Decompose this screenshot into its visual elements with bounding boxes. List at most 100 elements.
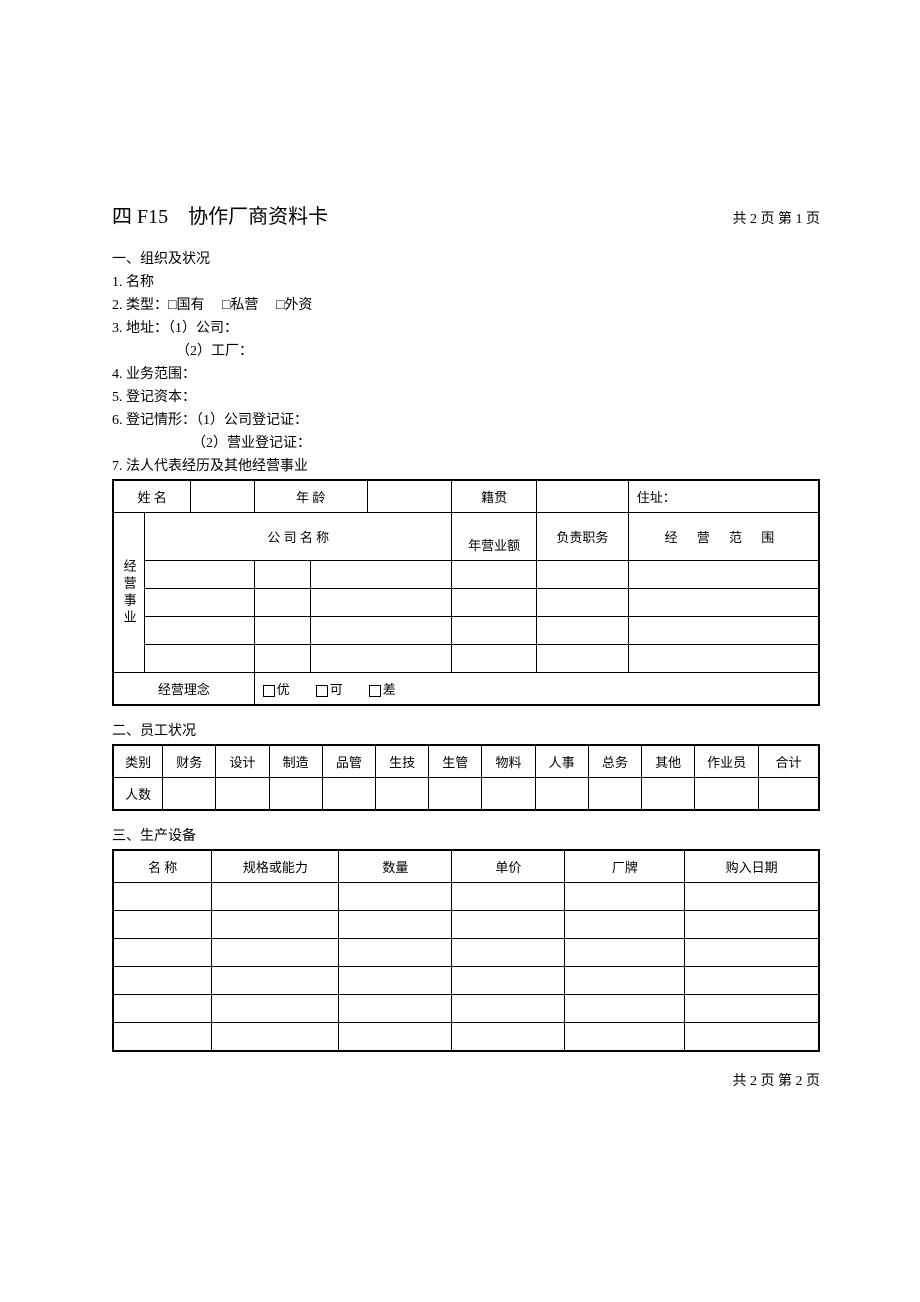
cell[interactable] [452, 939, 565, 967]
cell[interactable] [212, 911, 339, 939]
cell[interactable] [113, 939, 212, 967]
cell[interactable] [339, 967, 452, 995]
scope-header: 经 营 范 围 [628, 513, 819, 561]
table-row [113, 967, 819, 995]
cell[interactable] [565, 1023, 685, 1051]
count-label: 人数 [113, 778, 163, 811]
cell[interactable] [216, 778, 269, 811]
col-operator: 作业员 [695, 745, 759, 778]
cell[interactable] [452, 911, 565, 939]
cell[interactable] [375, 778, 428, 811]
cell[interactable] [452, 995, 565, 1023]
section3-heading: 三、生产设备 [112, 825, 820, 845]
cell[interactable] [212, 995, 339, 1023]
col-total: 合计 [759, 745, 819, 778]
cell[interactable] [145, 617, 254, 645]
cell[interactable] [163, 778, 216, 811]
cell[interactable] [254, 617, 310, 645]
cell[interactable] [537, 617, 629, 645]
cell[interactable] [339, 995, 452, 1023]
cell[interactable] [641, 778, 694, 811]
cell[interactable] [212, 967, 339, 995]
cell[interactable] [685, 883, 819, 911]
cell[interactable] [322, 778, 375, 811]
cell[interactable] [565, 995, 685, 1023]
eq-qty-header: 数量 [339, 850, 452, 883]
table-row: 名 称 规格或能力 数量 单价 厂牌 购入日期 [113, 850, 819, 883]
age-value[interactable] [367, 480, 452, 513]
checkbox-bad[interactable] [369, 685, 381, 697]
name-value[interactable] [191, 480, 255, 513]
cell[interactable] [685, 911, 819, 939]
cell[interactable] [113, 995, 212, 1023]
cell[interactable] [452, 589, 537, 617]
cell[interactable] [311, 561, 452, 589]
cell[interactable] [113, 1023, 212, 1051]
opt-ok: 可 [330, 682, 343, 697]
cell[interactable] [628, 589, 819, 617]
equipment-table: 名 称 规格或能力 数量 单价 厂牌 购入日期 [112, 849, 820, 1052]
cell[interactable] [452, 967, 565, 995]
checkbox-ok[interactable] [316, 685, 328, 697]
cell[interactable] [535, 778, 588, 811]
cell[interactable] [269, 778, 322, 811]
cell[interactable] [695, 778, 759, 811]
col-manufacture: 制造 [269, 745, 322, 778]
philosophy-options: 优 可 差 [254, 673, 819, 706]
col-material: 物料 [482, 745, 535, 778]
cell[interactable] [145, 645, 254, 673]
cell[interactable] [628, 617, 819, 645]
table-row: 经营事业 公 司 名 称 年营业额 负责职务 经 营 范 围 [113, 513, 819, 561]
cell[interactable] [628, 645, 819, 673]
cell[interactable] [339, 939, 452, 967]
cell[interactable] [452, 561, 537, 589]
cell[interactable] [452, 645, 537, 673]
cell[interactable] [537, 561, 629, 589]
cell[interactable] [685, 995, 819, 1023]
cell[interactable] [565, 939, 685, 967]
cell[interactable] [565, 911, 685, 939]
table-row [113, 645, 819, 673]
checkbox-good[interactable] [263, 685, 275, 697]
cell[interactable] [452, 1023, 565, 1051]
cell[interactable] [628, 561, 819, 589]
personal-info-table: 姓 名 年 龄 籍贯 住址： 经营事业 公 司 名 称 年营业额 负责职务 经 … [112, 479, 820, 706]
cell[interactable] [685, 939, 819, 967]
cell[interactable] [537, 589, 629, 617]
cell[interactable] [339, 1023, 452, 1051]
employee-table: 类别 财务 设计 制造 品管 生技 生管 物料 人事 总务 其他 作业员 合计 … [112, 744, 820, 811]
cell[interactable] [311, 617, 452, 645]
field-address-factory: （2）工厂： [112, 341, 820, 362]
cell[interactable] [565, 883, 685, 911]
col-finance: 财务 [163, 745, 216, 778]
cell[interactable] [212, 939, 339, 967]
category-header: 类别 [113, 745, 163, 778]
cell[interactable] [145, 561, 254, 589]
cell[interactable] [339, 911, 452, 939]
cell[interactable] [429, 778, 482, 811]
cell[interactable] [482, 778, 535, 811]
cell[interactable] [452, 883, 565, 911]
cell[interactable] [113, 911, 212, 939]
table-row: 类别 财务 设计 制造 品管 生技 生管 物料 人事 总务 其他 作业员 合计 [113, 745, 819, 778]
cell[interactable] [254, 589, 310, 617]
cell[interactable] [588, 778, 641, 811]
cell[interactable] [212, 1023, 339, 1051]
cell[interactable] [254, 561, 310, 589]
cell[interactable] [537, 645, 629, 673]
cell[interactable] [212, 883, 339, 911]
origin-value[interactable] [537, 480, 629, 513]
cell[interactable] [759, 778, 819, 811]
cell[interactable] [113, 883, 212, 911]
cell[interactable] [565, 967, 685, 995]
cell[interactable] [145, 589, 254, 617]
cell[interactable] [339, 883, 452, 911]
col-hr: 人事 [535, 745, 588, 778]
cell[interactable] [311, 645, 452, 673]
cell[interactable] [113, 967, 212, 995]
cell[interactable] [452, 617, 537, 645]
cell[interactable] [685, 1023, 819, 1051]
cell[interactable] [685, 967, 819, 995]
cell[interactable] [311, 589, 452, 617]
cell[interactable] [254, 645, 310, 673]
